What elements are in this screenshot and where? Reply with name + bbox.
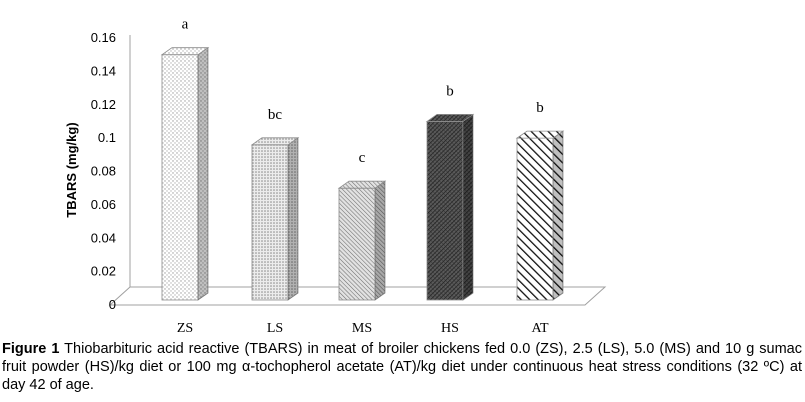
bar-top-ms bbox=[337, 180, 387, 189]
x-tick-label: ZS bbox=[177, 321, 193, 336]
bar-top-ls bbox=[250, 137, 300, 146]
y-axis-label: TBARS (mg/kg) bbox=[64, 122, 79, 217]
bar-top-hs bbox=[425, 114, 475, 122]
significance-letter: bc bbox=[268, 107, 283, 123]
bar-top-at bbox=[515, 130, 565, 139]
bar-front-ls bbox=[251, 144, 289, 301]
bar-hs bbox=[425, 113, 475, 301]
y-tick-label: 0.04 bbox=[91, 230, 116, 245]
figure-label: Figure 1 bbox=[2, 341, 60, 357]
y-tick-label: 0.12 bbox=[91, 97, 116, 112]
y-tick-label: 0.06 bbox=[91, 197, 116, 212]
x-tick-label: AT bbox=[531, 321, 549, 336]
bar-side-shade-ls bbox=[288, 137, 298, 300]
bar-chart: TBARS (mg/kg) 0 0.02 0.04 0.06 0.08 0.1 0.12 0.… bbox=[64, 17, 607, 336]
bar-front-at bbox=[516, 137, 554, 301]
significance-letter: b bbox=[536, 100, 544, 116]
y-tick-label: 0.16 bbox=[91, 30, 116, 45]
bar-side-shade-zs bbox=[198, 47, 208, 300]
bar-ms bbox=[337, 180, 387, 301]
y-axis-ticks: 0 0.02 0.04 0.06 0.08 0.1 0.12 0.14 0.16 bbox=[91, 30, 116, 312]
bar-zs bbox=[160, 46, 210, 301]
figure-caption-text: Thiobarbituric acid reactive (TBARS) in … bbox=[2, 341, 802, 393]
x-tick-label: LS bbox=[267, 321, 283, 336]
bars bbox=[160, 46, 565, 301]
significance-letter: c bbox=[359, 150, 366, 166]
y-tick-label: 0.1 bbox=[98, 130, 116, 145]
significance-letter: a bbox=[182, 17, 189, 33]
significance-letters: a bc c b b bbox=[182, 17, 544, 167]
bar-side-shade-ms bbox=[375, 181, 385, 300]
bar-side-shade-hs bbox=[463, 114, 473, 300]
x-axis-labels: ZS LS MS HS AT bbox=[177, 321, 549, 336]
bar-at bbox=[515, 130, 565, 301]
y-tick-label: 0.14 bbox=[91, 63, 116, 78]
bar-front-hs bbox=[426, 121, 464, 301]
x-tick-label: HS bbox=[441, 321, 459, 336]
bar-ls bbox=[250, 137, 300, 301]
x-tick-label: MS bbox=[352, 321, 372, 336]
figure-caption: Figure 1 Thiobarbituric acid reactive (T… bbox=[2, 340, 802, 394]
bar-top-zs bbox=[160, 47, 210, 56]
y-tick-label: 0 bbox=[109, 297, 116, 312]
y-tick-label: 0.02 bbox=[91, 264, 116, 279]
bar-front-ms bbox=[338, 187, 376, 301]
bar-front-zs bbox=[161, 54, 199, 301]
bar-side-shade-at bbox=[553, 131, 563, 300]
significance-letter: b bbox=[446, 83, 454, 99]
y-tick-label: 0.08 bbox=[91, 164, 116, 179]
